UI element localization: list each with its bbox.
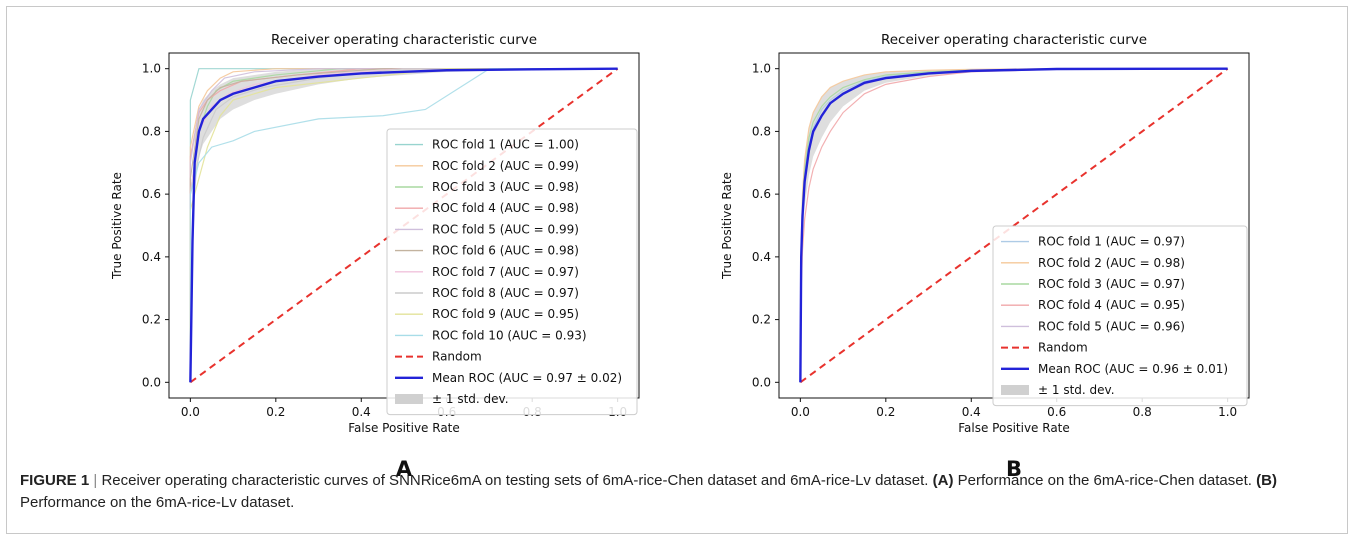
roc-fold-2-line — [189, 68, 618, 383]
roc-fold-5-line — [189, 68, 618, 383]
caption-label-b: (B) — [1256, 472, 1277, 489]
x-tick-label: 0.6 — [1047, 405, 1066, 419]
legend-label: ROC fold 6 (AUC = 0.98) — [432, 244, 579, 258]
y-tick-label: 0.6 — [752, 187, 771, 201]
caption-separator: | — [93, 472, 98, 489]
legend-label: ROC fold 1 (AUC = 0.97) — [1038, 235, 1185, 249]
y-tick-label: 0.0 — [752, 375, 771, 389]
caption-text-b: Performance on the 6mA-rice-Lv dataset. — [20, 494, 295, 511]
legend-label: Mean ROC (AUC = 0.96 ± 0.01) — [1038, 362, 1228, 376]
x-axis-label: False Positive Rate — [958, 421, 1070, 435]
legend-label: Mean ROC (AUC = 0.97 ± 0.02) — [432, 371, 622, 385]
legend-label: ROC fold 8 (AUC = 0.97) — [432, 286, 579, 300]
x-tick-label: 0.8 — [1133, 405, 1152, 419]
legend-label: ROC fold 1 (AUC = 1.00) — [432, 138, 579, 152]
legend-label: ROC fold 5 (AUC = 0.96) — [1038, 319, 1185, 333]
figure-caption: FIGURE 1 | Receiver operating characteri… — [20, 470, 1320, 514]
y-tick-label: 0.8 — [752, 124, 771, 138]
roc-fold-10-line — [189, 68, 618, 383]
y-tick-label: 0.4 — [142, 250, 161, 264]
figure-frame: Receiver operating characteristic curve 0… — [6, 6, 1348, 534]
y-tick-label: 1.0 — [142, 62, 161, 76]
caption-figure-label: FIGURE 1 — [20, 472, 90, 489]
legend-label: ROC fold 4 (AUC = 0.95) — [1038, 298, 1185, 312]
y-axis-label: True Positive Rate — [110, 172, 124, 280]
y-tick-label: 0.2 — [752, 313, 771, 327]
roc-chart-b: Receiver operating characteristic curve 0… — [720, 32, 1250, 481]
std-dev-band — [800, 68, 1228, 383]
legend-label: ROC fold 3 (AUC = 0.98) — [432, 180, 579, 194]
mean-roc-line — [189, 67, 618, 383]
roc-fold-6-line — [189, 68, 618, 383]
x-tick-label: 0.2 — [876, 405, 895, 419]
x-tick-label: 0.0 — [181, 405, 200, 419]
legend-label: ROC fold 9 (AUC = 0.95) — [432, 307, 579, 321]
legend-label: ROC fold 5 (AUC = 0.99) — [432, 222, 579, 236]
y-tick-label: 0.0 — [142, 375, 161, 389]
chart-title: Receiver operating characteristic curve — [881, 32, 1147, 48]
mean-roc-line — [799, 67, 1228, 383]
legend-box — [386, 128, 638, 416]
x-tick-label: 0.4 — [962, 405, 981, 419]
caption-text-a: Performance on the 6mA-rice-Chen dataset… — [957, 472, 1252, 489]
chart-title: Receiver operating characteristic curve — [271, 32, 537, 48]
legend-label: ROC fold 10 (AUC = 0.93) — [432, 328, 587, 342]
panel-letter: B — [1006, 457, 1022, 481]
legend-label: ± 1 std. dev. — [1038, 383, 1115, 397]
x-axis-label: False Positive Rate — [348, 421, 460, 435]
legend-label: Random — [1038, 341, 1088, 355]
x-tick-label: 0.4 — [352, 405, 371, 419]
legend-label: ROC fold 7 (AUC = 0.97) — [432, 265, 579, 279]
legend-label: Random — [432, 350, 482, 364]
y-tick-label: 1.0 — [752, 62, 771, 76]
legend-box — [992, 225, 1248, 407]
roc-fold-4-line — [799, 68, 1228, 383]
caption-text-main: Receiver operating characteristic curves… — [101, 472, 929, 489]
legend-label: ROC fold 3 (AUC = 0.97) — [1038, 277, 1185, 291]
x-tick-label: 0.0 — [791, 405, 810, 419]
y-tick-label: 0.8 — [142, 124, 161, 138]
y-tick-label: 0.6 — [142, 187, 161, 201]
caption-label-a: (A) — [932, 472, 954, 489]
y-axis-label: True Positive Rate — [720, 172, 734, 280]
panel-letter: A — [396, 457, 413, 481]
y-tick-label: 0.4 — [752, 250, 771, 264]
roc-chart-a: Receiver operating characteristic curve 0… — [110, 32, 640, 481]
legend-label: ROC fold 2 (AUC = 0.99) — [432, 159, 579, 173]
x-tick-label: 1.0 — [1218, 405, 1237, 419]
legend-label: ROC fold 2 (AUC = 0.98) — [1038, 256, 1185, 270]
legend-swatch-std-dev — [1001, 385, 1029, 395]
legend-swatch-std-dev — [395, 394, 423, 404]
legend-label: ± 1 std. dev. — [432, 392, 509, 406]
y-tick-label: 0.2 — [142, 313, 161, 327]
legend-label: ROC fold 4 (AUC = 0.98) — [432, 201, 579, 215]
x-tick-label: 0.2 — [266, 405, 285, 419]
